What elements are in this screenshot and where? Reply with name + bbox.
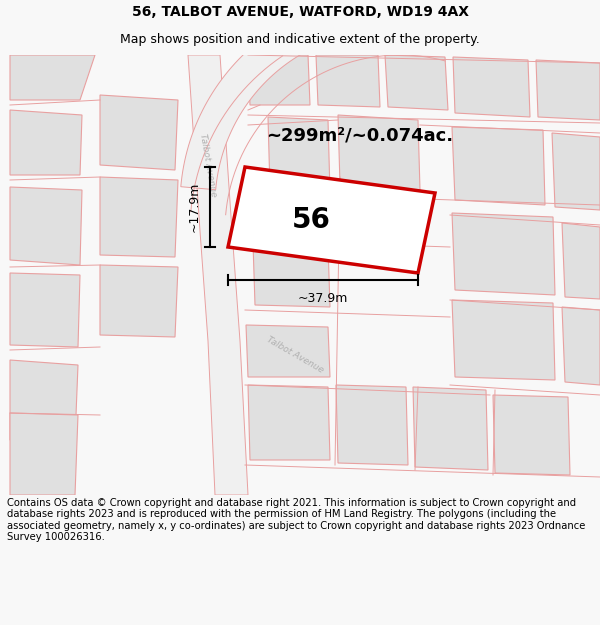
Polygon shape	[268, 117, 330, 193]
Polygon shape	[10, 187, 82, 265]
Polygon shape	[536, 60, 600, 120]
Polygon shape	[316, 55, 380, 107]
Polygon shape	[385, 55, 448, 110]
Polygon shape	[246, 325, 330, 377]
Polygon shape	[453, 57, 530, 117]
Polygon shape	[10, 273, 80, 347]
Polygon shape	[562, 223, 600, 299]
Polygon shape	[10, 413, 78, 495]
Text: Talbot Avenue: Talbot Avenue	[265, 335, 325, 375]
Polygon shape	[100, 177, 178, 257]
Text: ~17.9m: ~17.9m	[187, 182, 200, 232]
Polygon shape	[248, 385, 330, 460]
Polygon shape	[10, 55, 95, 100]
Polygon shape	[562, 307, 600, 385]
Polygon shape	[493, 395, 570, 475]
Text: 56, TALBOT AVENUE, WATFORD, WD19 4AX: 56, TALBOT AVENUE, WATFORD, WD19 4AX	[131, 5, 469, 19]
Polygon shape	[10, 360, 78, 440]
Polygon shape	[188, 55, 248, 495]
Text: ~37.9m: ~37.9m	[298, 291, 348, 304]
Polygon shape	[100, 95, 178, 170]
Polygon shape	[100, 265, 178, 337]
Polygon shape	[452, 213, 555, 295]
Text: Map shows position and indicative extent of the property.: Map shows position and indicative extent…	[120, 33, 480, 46]
Text: Talbot Avenue: Talbot Avenue	[198, 132, 218, 198]
Polygon shape	[452, 127, 545, 205]
Polygon shape	[248, 55, 310, 105]
Polygon shape	[336, 385, 408, 465]
Polygon shape	[10, 110, 82, 175]
Polygon shape	[228, 167, 435, 273]
Text: ~299m²/~0.074ac.: ~299m²/~0.074ac.	[266, 126, 454, 144]
Polygon shape	[181, 0, 390, 190]
Text: 56: 56	[292, 206, 331, 234]
Polygon shape	[338, 115, 420, 190]
Polygon shape	[452, 300, 555, 380]
Polygon shape	[552, 133, 600, 210]
Polygon shape	[413, 387, 488, 470]
Polygon shape	[253, 243, 330, 307]
Text: Contains OS data © Crown copyright and database right 2021. This information is : Contains OS data © Crown copyright and d…	[7, 498, 586, 542]
Polygon shape	[246, 177, 332, 240]
